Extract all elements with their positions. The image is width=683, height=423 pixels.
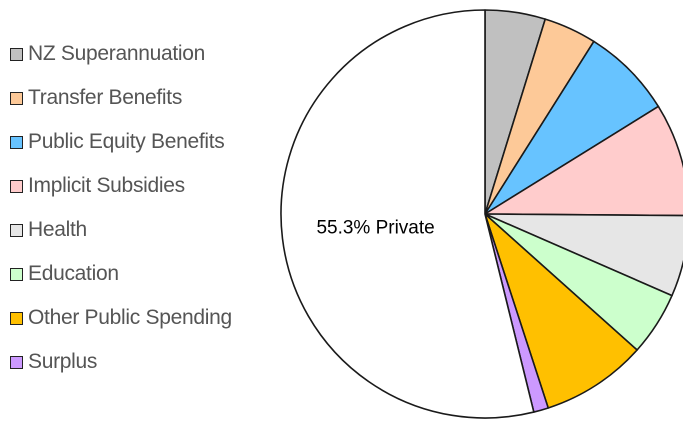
legend-label: Transfer Benefits [28,86,183,109]
legend-label: Public Equity Benefits [28,130,225,153]
slice-label-private: 55.3% Private [316,217,434,238]
legend-label: Health [28,218,87,241]
legend-label: Surplus [28,350,98,373]
legend-item-education: Education [10,252,232,296]
legend-swatch [10,47,23,61]
legend-swatch [10,311,23,325]
legend-item-implicit-subsidies: Implicit Subsidies [10,164,232,208]
legend-label: Implicit Subsidies [28,174,185,197]
legend-swatch [10,91,23,105]
legend-item-public-equity-benefits: Public Equity Benefits [10,120,232,164]
legend-label: NZ Superannuation [28,42,206,65]
legend-item-other-public-spending: Other Public Spending [10,296,232,340]
pie-slice-private [280,9,535,419]
legend-swatch [10,179,23,193]
legend-item-health: Health [10,208,232,252]
legend-swatch [10,135,23,149]
legend-item-transfer-benefits: Transfer Benefits [10,76,232,120]
legend-item-nz-superannuation: NZ Superannuation [10,32,232,76]
legend-label: Other Public Spending [28,306,232,329]
legend-item-surplus: Surplus [10,340,232,384]
legend-swatch [10,223,23,237]
legend-swatch [10,355,23,369]
pie-slice-other-public-spending [484,213,638,409]
chart-legend: NZ Superannuation Transfer Benefits Public… [10,32,232,384]
legend-label: Education [28,262,119,285]
pie-slice-implicit-subsidies [484,105,683,217]
legend-swatch [10,267,23,281]
